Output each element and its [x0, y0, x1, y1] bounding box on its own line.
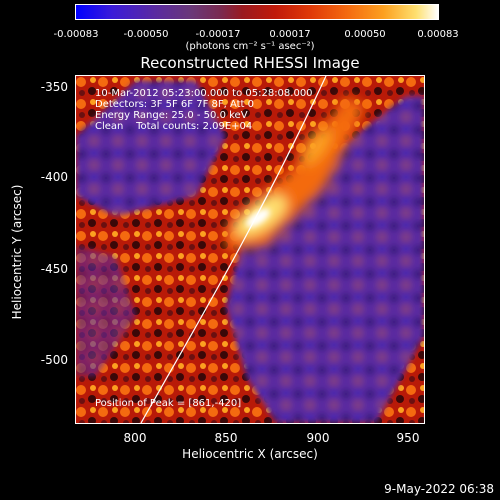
colorbar-tick: -0.00083: [53, 29, 99, 40]
peak-position-text: Position of Peak = [861,-420]: [95, 398, 242, 409]
y-tick-label: -450: [40, 262, 68, 276]
info-line: Detectors: 3F 5F 6F 7F 8F, Att 0: [95, 99, 255, 110]
colorbar-tick: -0.00017: [195, 29, 241, 40]
image-canvas: [76, 76, 424, 423]
colorbar-tick: 0.00017: [269, 29, 311, 40]
y-tick-label: -350: [40, 80, 68, 94]
x-tick-label: 900: [306, 431, 330, 445]
solar-limb: [140, 76, 327, 423]
colorbar-tick: 0.00083: [417, 29, 459, 40]
colorbar: [75, 4, 439, 20]
colorbar-tick: 0.00050: [344, 29, 386, 40]
y-tick-label: -400: [40, 170, 68, 184]
info-line: 10-Mar-2012 05:23:00.000 to 05:28:08.000: [95, 88, 313, 99]
y-axis-label: Heliocentric Y (arcsec): [10, 184, 24, 320]
x-tick-label: 950: [396, 431, 420, 445]
info-line: Energy Range: 25.0 - 50.0 keV: [95, 110, 248, 121]
x-tick-label: 800: [123, 431, 147, 445]
y-tick-label: -500: [40, 353, 68, 367]
plot-title: Reconstructed RHESSI Image: [140, 54, 360, 72]
x-axis-label: Heliocentric X (arcsec): [182, 447, 318, 461]
info-line: Clean Total counts: 2.09E+04: [95, 121, 253, 132]
date-stamp: 9-May-2022 06:38: [384, 482, 494, 496]
colorbar-tick: -0.00050: [123, 29, 169, 40]
x-tick-label: 850: [214, 431, 238, 445]
rhessi-image: [75, 75, 425, 424]
colorbar-units: (photons cm⁻² s⁻¹ asec⁻²): [185, 41, 315, 52]
